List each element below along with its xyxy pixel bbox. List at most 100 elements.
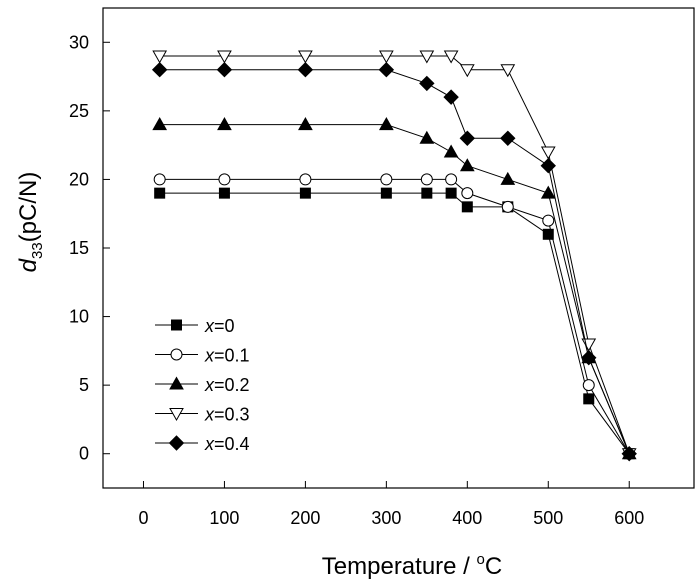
data-point: [542, 228, 554, 240]
data-point: [152, 50, 168, 64]
data-point: [419, 75, 435, 92]
data-point: [583, 393, 595, 405]
x-tick-label: 100: [209, 508, 239, 528]
data-point: [218, 173, 231, 186]
y-tick-label: 25: [69, 101, 89, 121]
y-axis-title-symbol: d: [15, 258, 42, 272]
legend-label: x=0: [204, 316, 235, 336]
x-axis-title-unit: C: [485, 553, 502, 580]
data-point: [421, 187, 433, 199]
legend-label-value: =0.2: [214, 375, 250, 395]
legend-label: x=0.1: [204, 346, 250, 366]
data-point: [500, 130, 516, 146]
legend-label-var: x: [204, 316, 215, 336]
data-point: [153, 173, 166, 186]
data-point: [459, 130, 476, 146]
data-point: [218, 187, 230, 199]
data-point: [540, 185, 556, 199]
data-point: [419, 50, 435, 64]
x-axis-title-degree: o: [477, 551, 485, 568]
data-point: [445, 187, 457, 199]
y-tick-label: 10: [69, 307, 89, 327]
data-point: [378, 117, 394, 131]
legend-marker: [169, 376, 184, 390]
x-axis-ticks: 0 100 200 300 400 500 600: [138, 481, 644, 528]
y-tick-label: 30: [69, 32, 89, 52]
legend-label: x=0.3: [204, 405, 250, 425]
data-point: [581, 350, 597, 366]
legend-label-value: =0: [214, 316, 235, 336]
data-point: [443, 50, 459, 64]
data-point: [420, 173, 433, 186]
y-axis-ticks: 0 5 10 15 20 25 30: [69, 32, 110, 464]
data-point: [500, 64, 516, 78]
data-point: [461, 187, 474, 200]
data-point: [217, 50, 232, 64]
data-point: [298, 117, 313, 131]
data-point: [380, 173, 393, 186]
x-tick-label: 600: [614, 508, 644, 528]
data-point: [459, 64, 475, 78]
data-point: [443, 144, 459, 158]
legend-label-value: =0.4: [214, 434, 250, 454]
data-point: [378, 50, 394, 64]
legend-marker: [170, 348, 183, 361]
legend-label-value: =0.1: [214, 346, 250, 366]
data-point: [501, 200, 514, 213]
y-axis-title: d33(pC/N): [15, 172, 46, 273]
data-point: [216, 62, 233, 78]
data-point: [461, 201, 473, 213]
x-axis-title-text: Temperature /: [322, 553, 477, 580]
data-point: [540, 146, 556, 160]
legend-label: x=0.2: [204, 375, 250, 395]
data-point: [298, 50, 313, 64]
x-tick-label: 500: [533, 508, 563, 528]
data-point: [152, 117, 168, 131]
legend-label-value: =0.3: [214, 405, 250, 425]
legend-entry: x=0.3: [155, 405, 250, 425]
legend-label-var: x: [204, 375, 215, 395]
y-axis-title-unit: (pC/N): [15, 172, 42, 243]
x-axis-title: Temperature / oC: [322, 551, 502, 580]
legend-marker: [168, 435, 185, 451]
data-point: [621, 446, 637, 462]
legend-entry: x=0.1: [155, 346, 250, 366]
data-point: [542, 214, 555, 227]
y-axis-title-subscript: 33: [29, 242, 46, 259]
legend-marker: [169, 408, 184, 422]
data-point: [419, 130, 435, 144]
data-point: [154, 187, 166, 199]
legend-entry: x=0.4: [155, 434, 250, 454]
legend-label-var: x: [204, 346, 215, 366]
data-point: [500, 171, 516, 185]
series-layer: [151, 50, 637, 462]
y-tick-label: 15: [69, 238, 89, 258]
data-point: [378, 62, 395, 78]
legend-entry: x=0: [155, 316, 235, 336]
data-point: [443, 89, 459, 105]
data-point: [445, 173, 458, 186]
y-tick-label: 20: [69, 169, 89, 189]
legend-label-var: x: [204, 405, 215, 425]
series-1: [153, 173, 636, 460]
series-4: [151, 62, 637, 462]
legend-label-var: x: [204, 434, 215, 454]
legend: x=0x=0.1x=0.2x=0.3x=0.4: [155, 316, 250, 454]
legend-marker: [171, 319, 182, 331]
data-point: [299, 187, 311, 199]
x-tick-label: 200: [290, 508, 320, 528]
data-point: [297, 62, 314, 78]
legend-entry: x=0.2: [155, 375, 250, 395]
x-tick-label: 300: [371, 508, 401, 528]
data-point: [380, 187, 392, 199]
y-tick-label: 5: [79, 375, 89, 395]
data-point: [299, 173, 312, 186]
data-point: [540, 158, 556, 174]
data-point: [582, 379, 595, 392]
data-point: [151, 62, 168, 78]
x-tick-label: 0: [138, 508, 148, 528]
data-point: [217, 117, 232, 131]
legend-label: x=0.4: [204, 434, 250, 454]
